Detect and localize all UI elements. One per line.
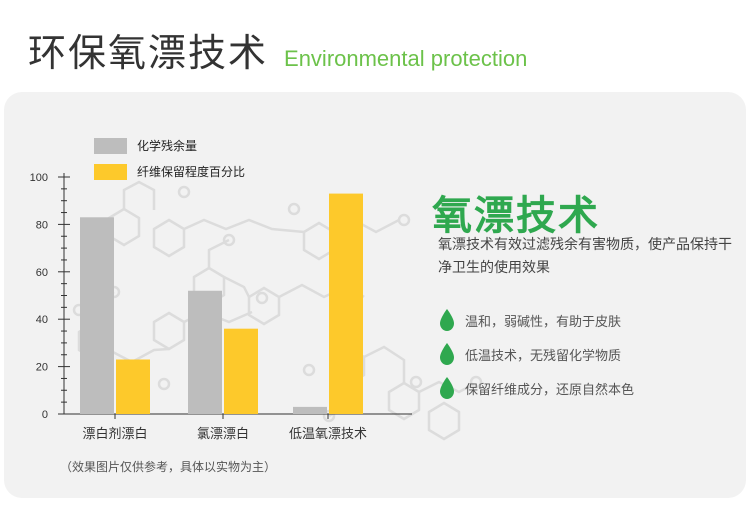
legend-swatch (94, 164, 127, 180)
page-title: 环保氧漂技术 (28, 31, 269, 75)
bar-fiber-retention-1 (224, 328, 258, 414)
bar-chemical-residue-1 (188, 290, 222, 414)
y-tick-label: 60 (36, 267, 48, 279)
feature-text: 保留纤维成分，还原自然本色 (465, 382, 635, 398)
bar-chemical-residue-0 (80, 217, 114, 414)
legend-label: 纤维保留程度百分比 (137, 164, 245, 179)
water-drop-icon (440, 309, 454, 331)
content-panel: 0 20 40 60 80 100 漂白剂漂白 氯漂漂白 低温氧漂技术 化学残余量纤维保留程度百… (4, 92, 746, 498)
y-tick-label: 100 (30, 172, 48, 184)
bar-chemical-residue-2 (293, 406, 327, 414)
tech-description: 氧漂技术有效过滤残余有害物质，使产品保持干净卫生的使用效果 (438, 237, 732, 276)
bar-fiber-retention-0 (116, 359, 150, 414)
feature-text: 低温技术，无残留化学物质 (465, 348, 622, 364)
y-tick-label: 20 (36, 362, 48, 374)
chart-bars (80, 193, 363, 414)
feature-list: 温和，弱碱性，有助于皮肤 低温技术，无残留化学物质 保留纤维成分，还原自然本色 (438, 303, 634, 405)
disclaimer-note: （效果图片仅供参考，具体以实物为主） (60, 460, 277, 474)
chart-area: 0 20 40 60 80 100 漂白剂漂白 氯漂漂白 低温氧漂技术 化学残余量纤维保留程度百… (30, 138, 483, 442)
water-drop-icon (440, 377, 454, 399)
feature-item: 温和，弱碱性，有助于皮肤 (438, 303, 634, 337)
y-tick-label: 0 (42, 409, 48, 421)
feature-text: 温和，弱碱性，有助于皮肤 (465, 314, 622, 330)
feature-item: 保留纤维成分，还原自然本色 (438, 371, 634, 405)
page-subtitle-en: Environmental protection (284, 46, 528, 71)
page-header: 环保氧漂技术 Environmental protection (28, 22, 527, 77)
legend-swatch (94, 138, 127, 154)
x-tick-label: 低温氧漂技术 (289, 426, 367, 442)
y-tick-label: 40 (36, 314, 48, 326)
water-drop-icon (440, 343, 454, 365)
x-tick-label: 氯漂漂白 (197, 426, 249, 442)
tech-title: 氧漂技术 (432, 193, 600, 239)
bar-fiber-retention-2 (329, 193, 363, 414)
legend-label: 化学残余量 (137, 138, 197, 153)
x-tick-label: 漂白剂漂白 (82, 426, 147, 442)
y-tick-label: 80 (36, 219, 48, 231)
feature-item: 低温技术，无残留化学物质 (438, 337, 634, 371)
